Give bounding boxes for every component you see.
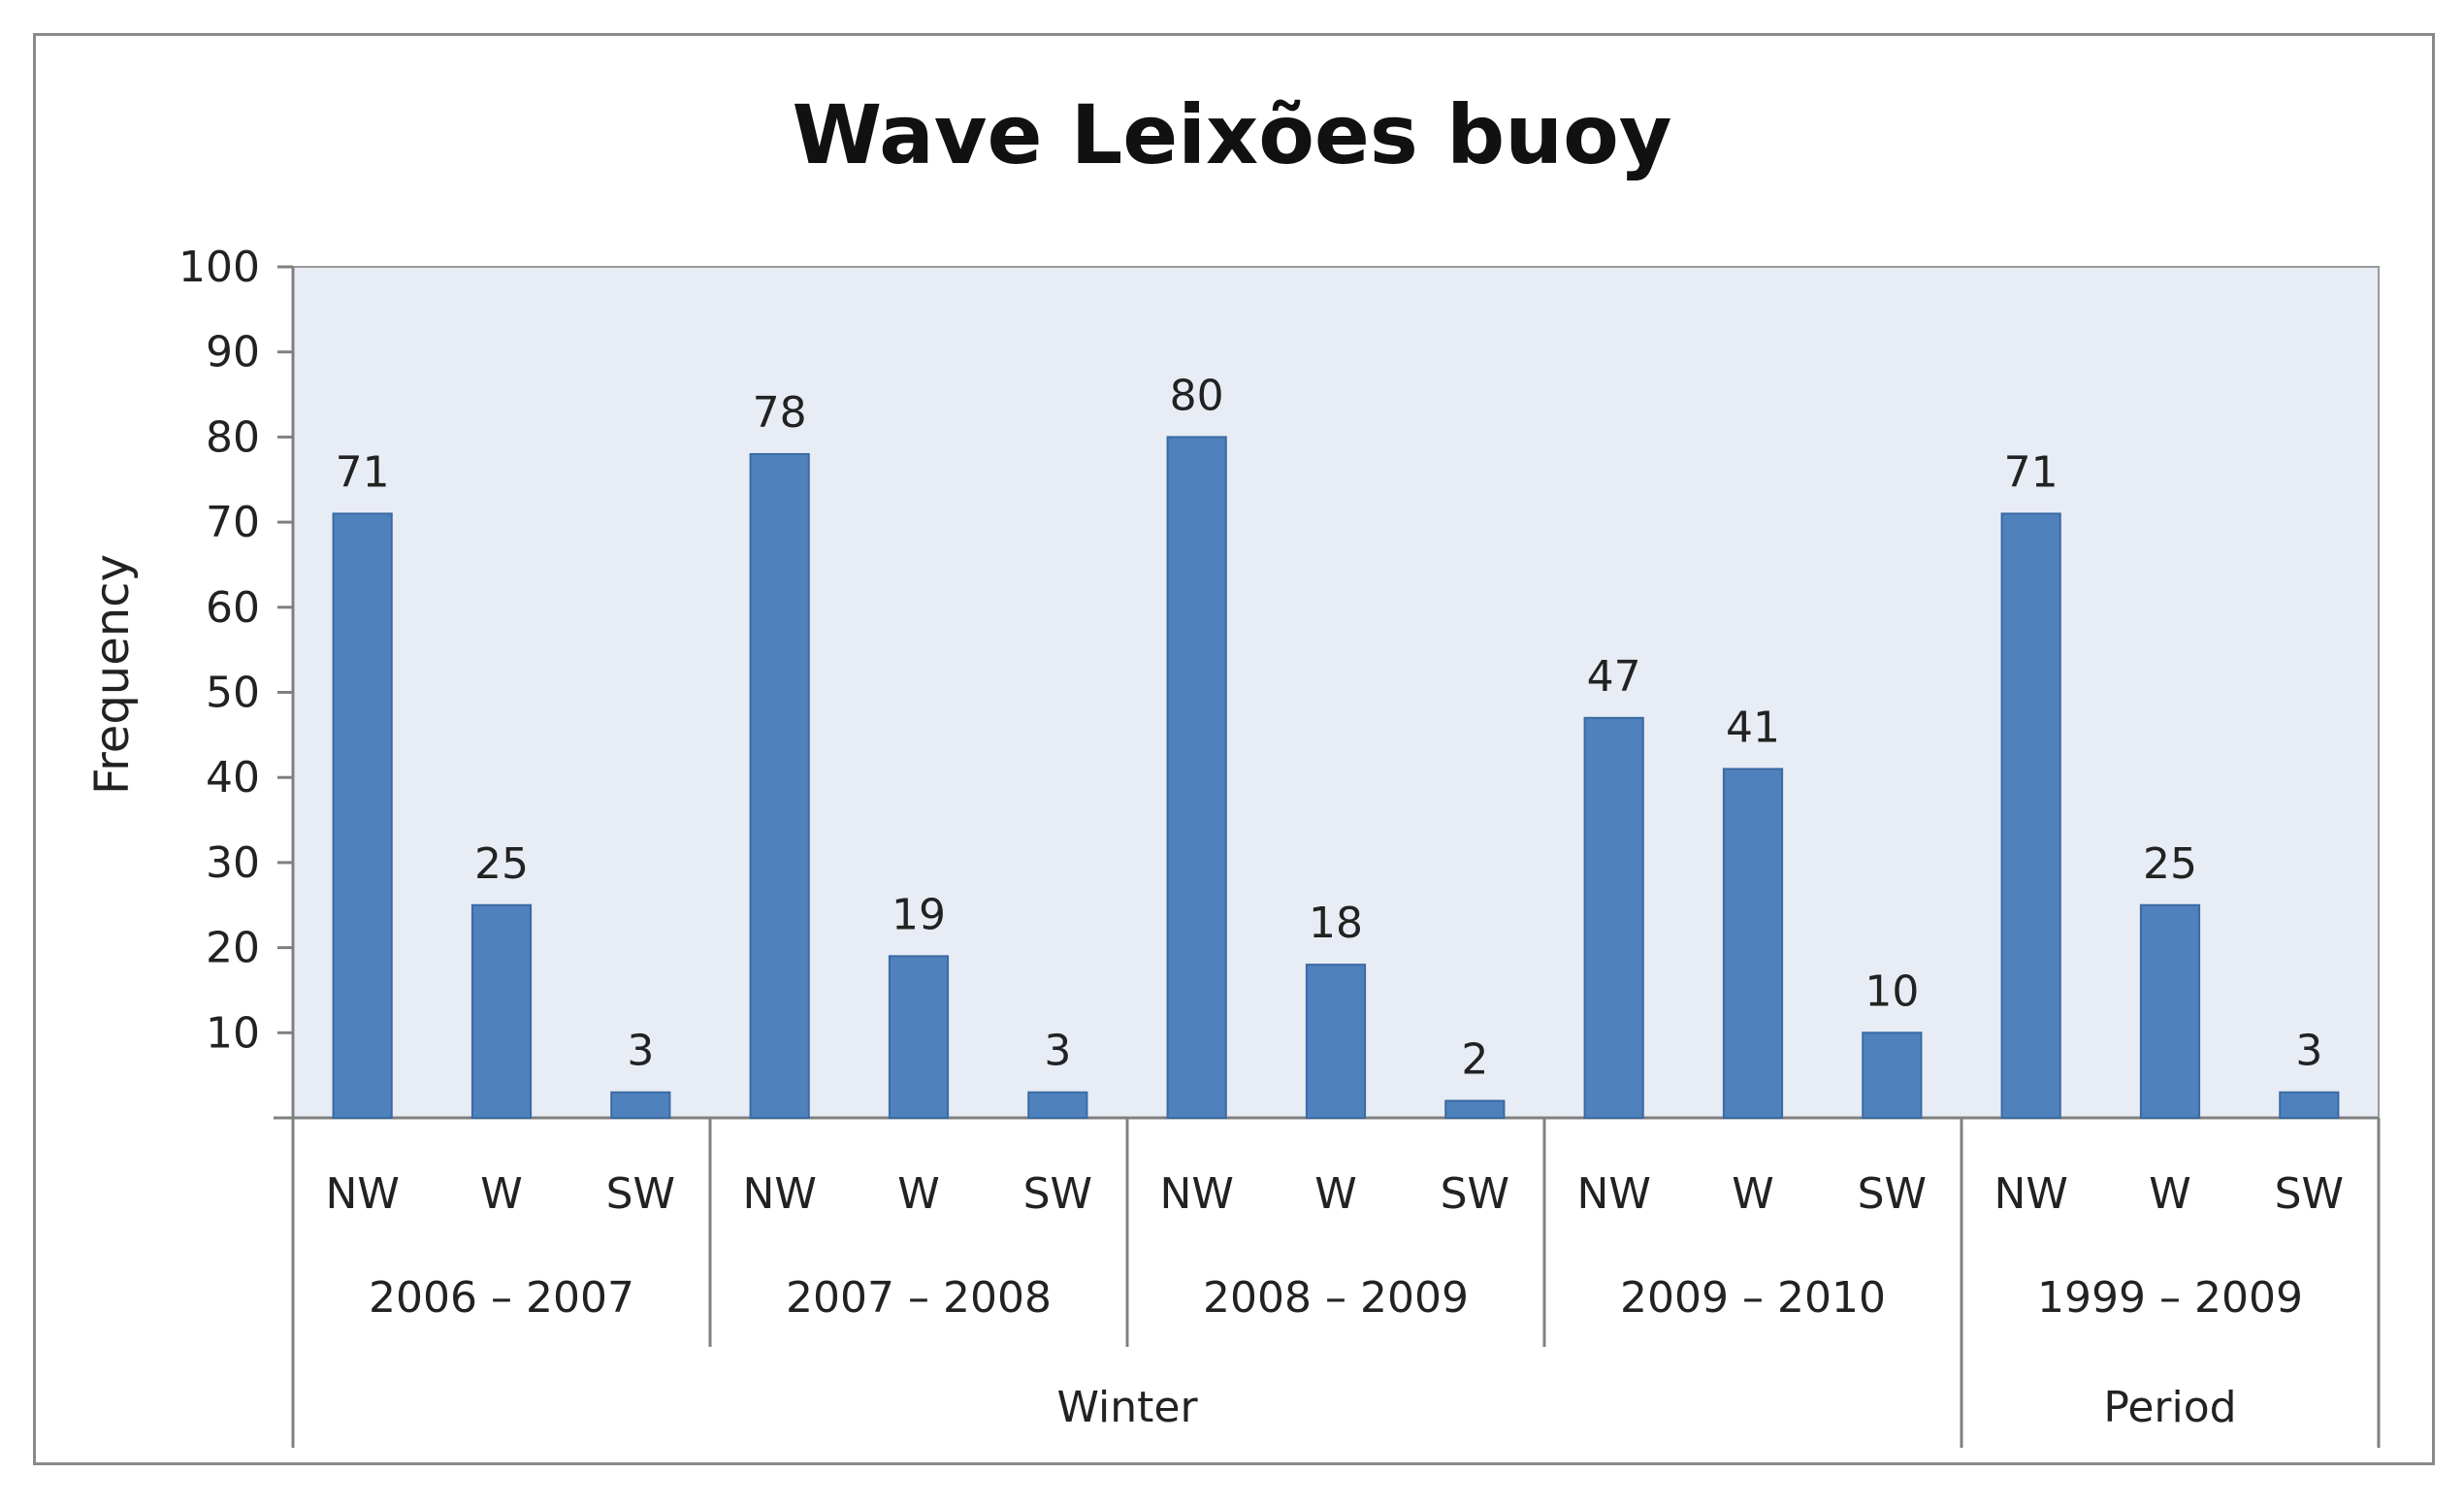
data-label: 78 <box>753 388 807 438</box>
y-tick-label: 60 <box>206 583 260 633</box>
x-category-label: SW <box>1023 1169 1092 1219</box>
data-label: 71 <box>2004 447 2059 497</box>
y-tick-label: 20 <box>206 924 260 973</box>
x-category-label: SW <box>1858 1169 1927 1219</box>
x-category-label: W <box>897 1169 940 1219</box>
bar <box>1166 436 1227 1119</box>
plot-area: 10 20 30 40 50 60 70 80 90 100 71 NW 25 W 3 SW 2006 – 20… <box>178 243 2381 1448</box>
data-label: 10 <box>1864 966 1919 1016</box>
data-label: 80 <box>1170 371 1224 420</box>
x-category-label: W <box>480 1169 523 1219</box>
data-label: 47 <box>1587 652 1641 702</box>
y-tick-label: 80 <box>206 412 260 462</box>
bar <box>610 1091 671 1119</box>
bar <box>332 512 393 1119</box>
bar <box>749 452 810 1119</box>
x-category-label: NW <box>1159 1169 1233 1219</box>
data-label: 71 <box>336 447 390 497</box>
x-category-label: W <box>1314 1169 1357 1219</box>
x-category-label: NW <box>325 1169 399 1219</box>
y-tick-label: 70 <box>206 498 260 547</box>
data-label: 18 <box>1309 899 1363 948</box>
x-supergroup-label: Winter <box>1056 1383 1198 1432</box>
x-category-label: NW <box>742 1169 816 1219</box>
bar <box>888 955 950 1119</box>
bar <box>1444 1099 1506 1119</box>
y-tick-label: 50 <box>206 669 260 718</box>
x-group-label: 1999 – 2009 <box>2037 1273 2303 1323</box>
data-label: 25 <box>474 839 529 889</box>
x-category-label: W <box>1732 1169 1774 1219</box>
y-tick-label: 90 <box>206 328 260 377</box>
bar <box>1027 1091 1088 1119</box>
y-tick-label: 40 <box>206 753 260 802</box>
bar <box>1862 1031 1923 1120</box>
data-label: 3 <box>627 1027 654 1076</box>
x-category-label: W <box>2149 1169 2191 1219</box>
x-supergroup-label: Period <box>2103 1383 2236 1432</box>
data-label: 3 <box>2295 1027 2322 1076</box>
x-category-label: NW <box>1994 1169 2067 1219</box>
y-axis-label: Frequency <box>85 554 140 795</box>
data-label: 41 <box>1726 703 1780 752</box>
x-category-label: SW <box>1441 1169 1509 1219</box>
bar <box>470 903 533 1119</box>
y-tick-label: 30 <box>206 838 260 888</box>
x-group-label: 2006 – 2007 <box>369 1273 634 1323</box>
data-label: 2 <box>1461 1034 1488 1084</box>
bar <box>2139 903 2201 1119</box>
bar <box>2000 512 2061 1119</box>
y-tick-label: 10 <box>206 1008 260 1058</box>
bar <box>1722 768 1784 1119</box>
data-label: 3 <box>1044 1027 1071 1076</box>
bar <box>1583 716 1644 1119</box>
bar <box>1305 964 1367 1120</box>
x-category-label: SW <box>2275 1169 2344 1219</box>
x-group-label: 2009 – 2010 <box>1620 1273 1886 1323</box>
bar <box>2279 1091 2340 1119</box>
x-category-label: SW <box>606 1169 675 1219</box>
x-group-label: 2008 – 2009 <box>1203 1273 1469 1323</box>
data-label: 19 <box>892 890 946 939</box>
x-group-label: 2007 – 2008 <box>786 1273 1052 1323</box>
y-tick-label: 100 <box>178 243 260 292</box>
x-category-label: NW <box>1576 1169 1650 1219</box>
data-label: 25 <box>2143 839 2197 889</box>
chart-title: Wave Leixões buoy <box>792 87 1671 182</box>
